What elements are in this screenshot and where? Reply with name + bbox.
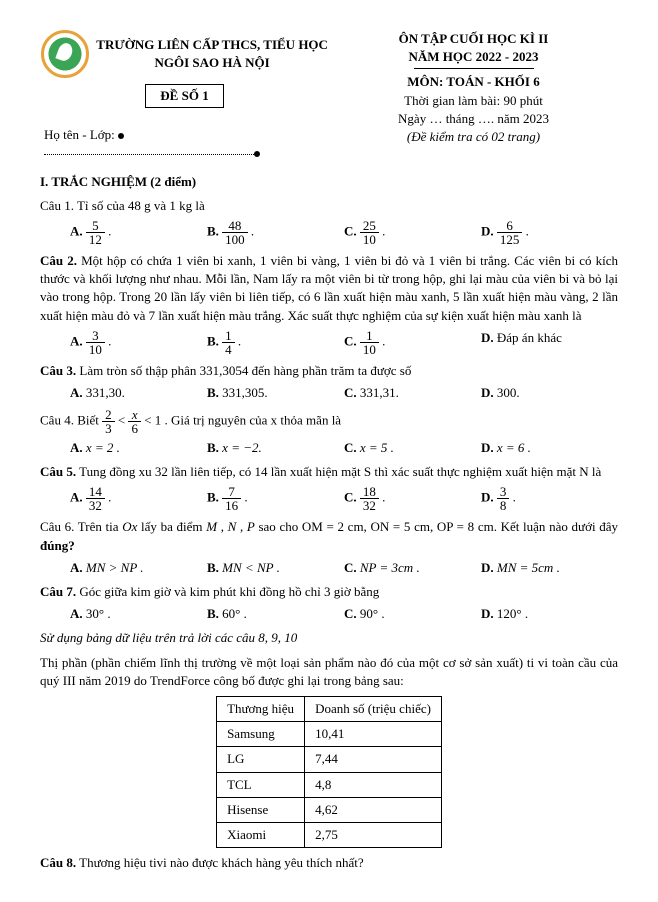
exam-number-box: ĐỀ SỐ 1 (145, 84, 223, 108)
q1-opt-b: B. 48100 . (207, 219, 344, 246)
q7-opt-b: B. 60° . (207, 605, 344, 623)
q1-opt-c: C. 2510 . (344, 219, 481, 246)
line-dot-icon (118, 133, 124, 139)
q6-opt-a: A. MN > NP . (70, 559, 207, 577)
q5-opt-a: A. 1432 . (70, 485, 207, 512)
q4-post: . Giá trị nguyên của x thỏa mãn là (165, 413, 342, 428)
exam-page-note: (Đề kiểm tra có 02 trang) (329, 128, 618, 146)
table-intro: Thị phần (phần chiếm lĩnh thị trường về … (40, 654, 618, 690)
table-row: LG7,44 (217, 747, 442, 772)
question-8: Câu 8. Thương hiệu tivi nào được khách h… (40, 854, 618, 872)
q4-opt-b: B. x = −2. (207, 439, 344, 457)
q7-opt-a: A. 30° . (70, 605, 207, 623)
school-logo-icon (41, 30, 89, 78)
q1-text: Câu 1. Tỉ số của 48 g và 1 kg là (40, 198, 205, 213)
q4-options: A. x = 2 . B. x = −2. C. x = 5 . D. x = … (70, 439, 618, 457)
q3-options: A. 331,30. B. 331,305. C. 331,31. D. 300… (70, 384, 618, 402)
table-row: Xiaomi2,75 (217, 822, 442, 847)
q4-opt-d: D. x = 6 . (481, 439, 618, 457)
q5-opt-b: B. 716 . (207, 485, 344, 512)
divider-icon (414, 68, 534, 69)
q6-options: A. MN > NP . B. MN < NP . C. NP = 3cm . … (70, 559, 618, 577)
header-left: TRƯỜNG LIÊN CẤP THCS, TIỂU HỌC NGÔI SAO … (40, 30, 329, 163)
page-header: TRƯỜNG LIÊN CẤP THCS, TIỂU HỌC NGÔI SAO … (40, 30, 618, 163)
school-name-2: NGÔI SAO HÀ NỘI (155, 55, 270, 70)
q4-opt-c: C. x = 5 . (344, 439, 481, 457)
exam-title-2: NĂM HỌC 2022 - 2023 (329, 48, 618, 66)
q3-opt-d: D. 300. (481, 384, 618, 402)
q6-opt-b: B. MN < NP . (207, 559, 344, 577)
brand-table: Thương hiệuDoanh số (triệu chiếc) Samsun… (216, 696, 442, 848)
q7-options: A. 30° . B. 60° . C. 90° . D. 120° . (70, 605, 618, 623)
q6-text: Câu 6. Trên tia Ox lấy ba điểm M , N , P… (40, 519, 618, 552)
question-4: Câu 4. Biết 23 < x6 < 1 . Giá trị nguyên… (40, 408, 618, 435)
line-dot-icon (254, 151, 260, 157)
q2-options: A. 310 . B. 14 . C. 110 . D. Đáp án khác (70, 329, 618, 356)
q3-opt-b: B. 331,305. (207, 384, 344, 402)
question-1: Câu 1. Tỉ số của 48 g và 1 kg là (40, 197, 618, 215)
q1-opt-a: A. 512 . (70, 219, 207, 246)
question-2: Câu 2. Một hộp có chứa 1 viên bi xanh, 1… (40, 252, 618, 325)
q6-opt-c: C. NP = 3cm . (344, 559, 481, 577)
question-3: Câu 3. Làm tròn số thập phân 331,3054 đế… (40, 362, 618, 380)
header-right: ÔN TẬP CUỐI HỌC KÌ II NĂM HỌC 2022 - 202… (329, 30, 618, 163)
q5-opt-c: C. 1832 . (344, 485, 481, 512)
name-input-line[interactable] (44, 154, 254, 155)
table-row: Samsung10,41 (217, 722, 442, 747)
th-brand: Thương hiệu (217, 696, 305, 721)
q2-opt-c: C. 110 . (344, 329, 481, 356)
exam-time: Thời gian làm bài: 90 phút (329, 92, 618, 110)
question-7: Câu 7. Góc giữa kim giờ và kim phút khi … (40, 583, 618, 601)
q2-opt-d: D. Đáp án khác (481, 329, 618, 356)
q1-options: A. 512 . B. 48100 . C. 2510 . D. 6125 . (70, 219, 618, 246)
th-sales: Doanh số (triệu chiếc) (305, 696, 442, 721)
q2-opt-a: A. 310 . (70, 329, 207, 356)
name-label: Họ tên - Lớp: (44, 127, 115, 142)
q4-opt-a: A. x = 2 . (70, 439, 207, 457)
exam-title-1: ÔN TẬP CUỐI HỌC KÌ II (329, 30, 618, 48)
q1-opt-d: D. 6125 . (481, 219, 618, 246)
question-5: Câu 5. Tung đồng xu 32 lần liên tiếp, có… (40, 463, 618, 481)
q7-opt-c: C. 90° . (344, 605, 481, 623)
exam-date: Ngày … tháng …. năm 2023 (329, 110, 618, 128)
q3-opt-c: C. 331,31. (344, 384, 481, 402)
school-name-1: TRƯỜNG LIÊN CẤP THCS, TIỂU HỌC (96, 37, 328, 52)
q7-opt-d: D. 120° . (481, 605, 618, 623)
q6-opt-d: D. MN = 5cm . (481, 559, 618, 577)
exam-subject: MÔN: TOÁN - KHỐI 6 (329, 73, 618, 91)
question-6: Câu 6. Trên tia Ox lấy ba điểm M , N , P… (40, 518, 618, 554)
q4-pre: Câu 4. Biết (40, 413, 102, 428)
table-row: TCL4,8 (217, 772, 442, 797)
section-1-title: I. TRẮC NGHIỆM (2 điểm) (40, 173, 618, 191)
q5-options: A. 1432 . B. 716 . C. 1832 . D. 38 . (70, 485, 618, 512)
table-row: Hisense4,62 (217, 797, 442, 822)
q3-opt-a: A. 331,30. (70, 384, 207, 402)
q2-opt-b: B. 14 . (207, 329, 344, 356)
q5-opt-d: D. 38 . (481, 485, 618, 512)
note-8-9-10: Sử dụng bảng dữ liệu trên trả lời các câ… (40, 629, 618, 647)
